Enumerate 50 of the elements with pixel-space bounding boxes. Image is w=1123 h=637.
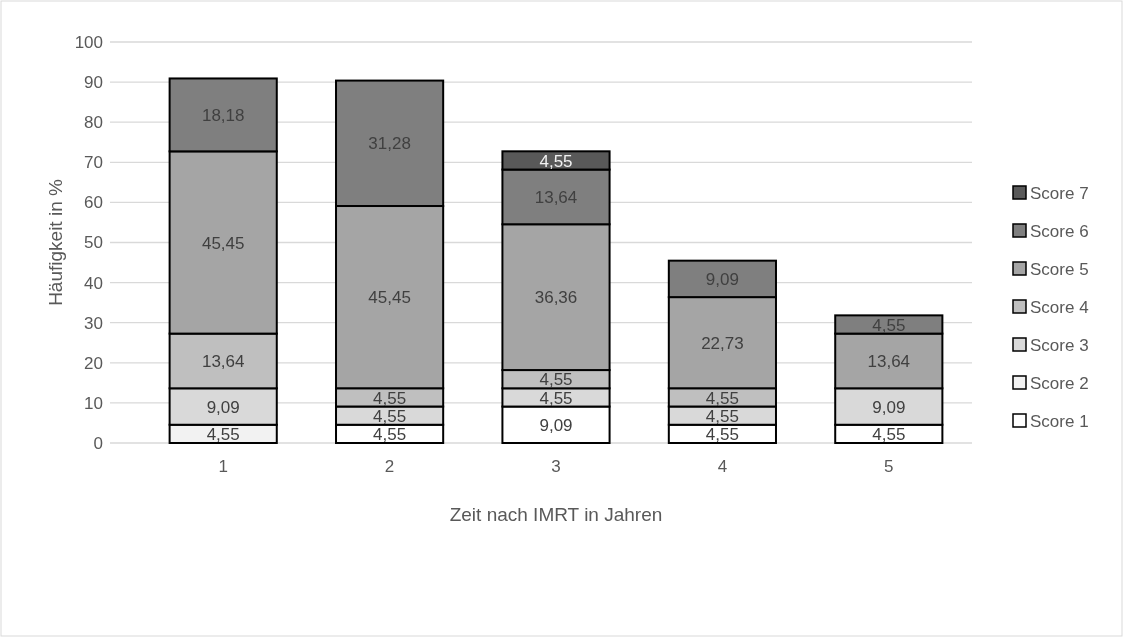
data-label: 13,64 bbox=[867, 352, 911, 372]
x-tick-label: 5 bbox=[884, 457, 894, 476]
x-tick-label: 3 bbox=[551, 457, 561, 476]
x-tick-label: 2 bbox=[384, 457, 395, 476]
legend-label: Score 2 bbox=[1030, 374, 1089, 394]
data-label: 22,73 bbox=[701, 333, 744, 353]
data-label: 45,45 bbox=[368, 288, 411, 308]
data-label: 4,55 bbox=[705, 425, 739, 444]
data-label: 9,09 bbox=[705, 270, 739, 290]
y-tick-label: 50 bbox=[84, 233, 103, 253]
data-label: 4,55 bbox=[539, 151, 573, 171]
legend-label: Score 4 bbox=[1030, 298, 1089, 318]
legend-label: Score 7 bbox=[1030, 184, 1089, 204]
data-label: 4,55 bbox=[373, 425, 407, 444]
data-label: 4,55 bbox=[705, 388, 739, 408]
legend-label: Score 3 bbox=[1030, 336, 1089, 356]
data-label: 9,09 bbox=[206, 397, 240, 417]
y-tick-label: 90 bbox=[84, 73, 103, 93]
x-tick-label: 1 bbox=[218, 457, 228, 476]
data-label: 13,64 bbox=[201, 352, 245, 372]
y-axis-title: Häufigkeit in % bbox=[45, 179, 66, 306]
legend-label: Score 5 bbox=[1030, 260, 1089, 280]
y-tick-label: 80 bbox=[84, 113, 103, 133]
data-label: 36,36 bbox=[534, 288, 578, 308]
data-label: 4,55 bbox=[373, 406, 407, 426]
y-tick-label: 30 bbox=[84, 313, 103, 333]
legend-label: Score 6 bbox=[1030, 222, 1089, 242]
y-tick-label: 100 bbox=[74, 32, 103, 52]
y-tick-label: 0 bbox=[93, 433, 103, 453]
data-label: 4,55 bbox=[206, 425, 240, 444]
x-tick-label: 4 bbox=[717, 457, 728, 476]
data-label: 4,55 bbox=[373, 388, 407, 408]
data-label: 31,28 bbox=[368, 134, 411, 154]
data-label: 13,64 bbox=[534, 188, 578, 208]
y-tick-label: 40 bbox=[84, 273, 103, 293]
data-label: 45,45 bbox=[201, 233, 245, 253]
data-label: 4,55 bbox=[872, 425, 906, 444]
data-label: 9,09 bbox=[539, 415, 573, 435]
data-label: 4,55 bbox=[539, 370, 573, 390]
y-tick-label: 70 bbox=[84, 153, 103, 173]
y-tick-label: 20 bbox=[84, 353, 103, 373]
data-label: 9,09 bbox=[872, 397, 906, 417]
data-label: 18,18 bbox=[201, 106, 245, 126]
data-label: 4,55 bbox=[539, 388, 573, 408]
data-label: 4,55 bbox=[705, 406, 739, 426]
y-tick-label: 60 bbox=[84, 193, 103, 213]
legend-label: Score 1 bbox=[1030, 412, 1089, 432]
y-tick-label: 10 bbox=[84, 393, 103, 413]
data-label: 4,55 bbox=[872, 315, 906, 335]
x-axis-title: Zeit nach IMRT in Jahren bbox=[449, 504, 663, 525]
